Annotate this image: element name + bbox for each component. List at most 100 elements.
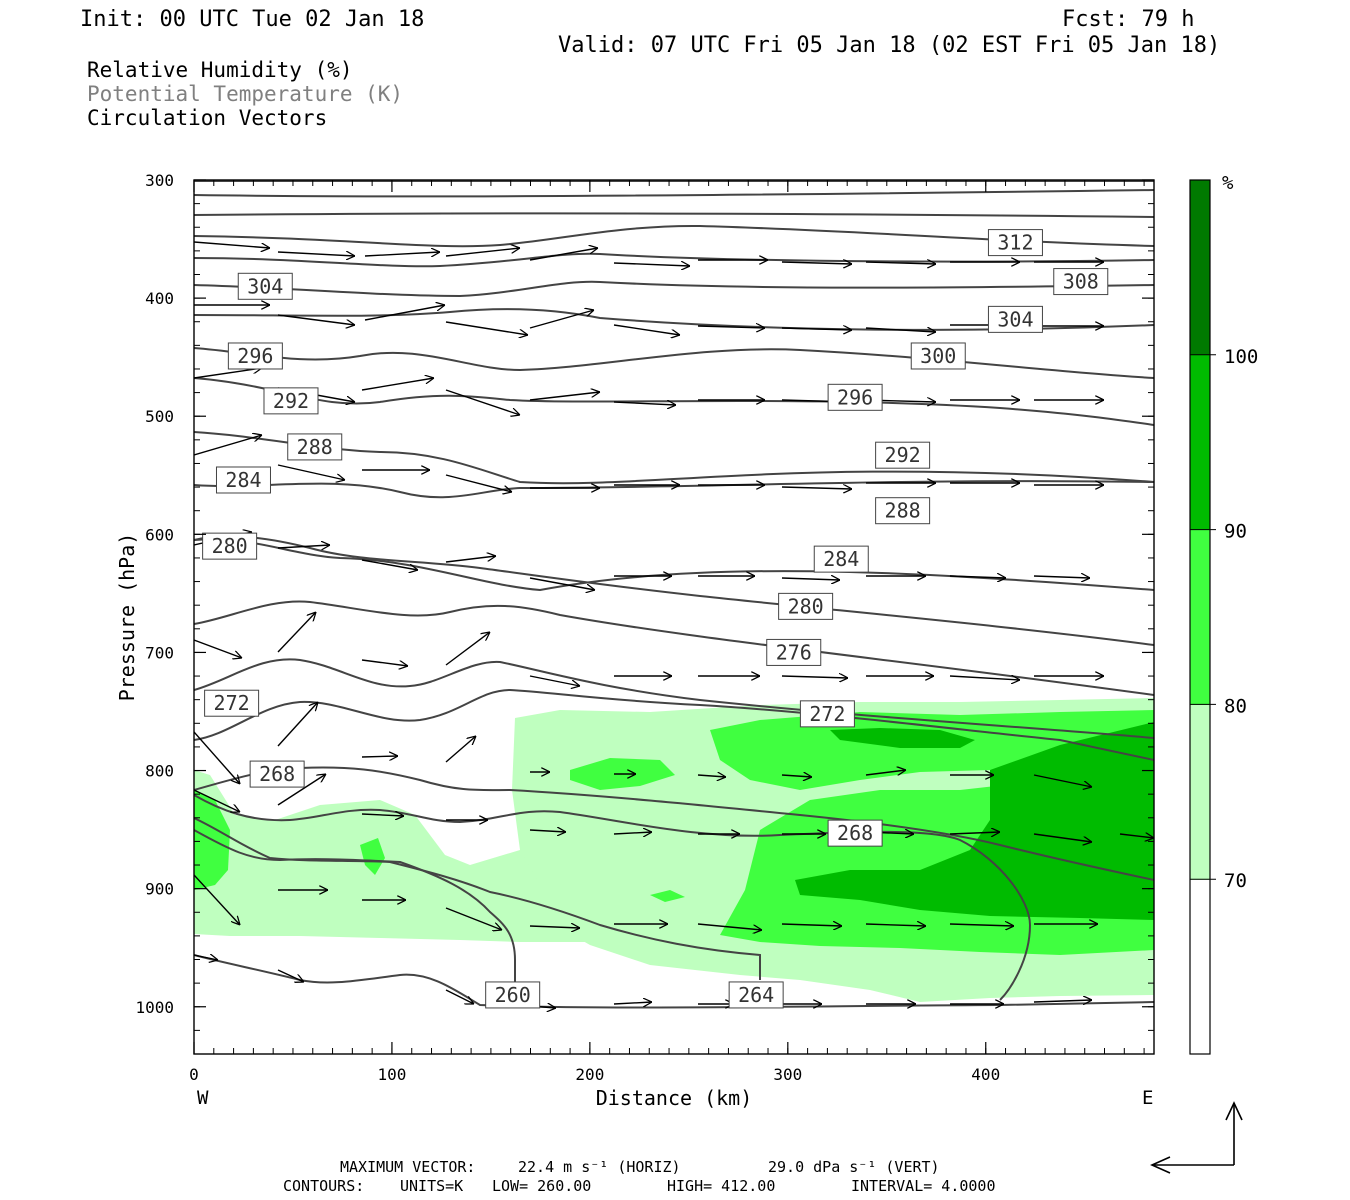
isentrope-line: [194, 658, 1154, 739]
vector-arrow: [865, 924, 926, 926]
vector-arrow: [697, 775, 726, 777]
contour-label-box: [799, 700, 855, 728]
vector-arrow: [529, 248, 598, 261]
vector-arrow: [949, 676, 1020, 680]
contour-label-box: [827, 383, 883, 411]
vector-arrow: [781, 578, 840, 580]
isentrope-line: [194, 829, 516, 985]
vector-arrow: [697, 326, 765, 328]
contours-interval: INTERVAL= 4.0000: [851, 1177, 996, 1195]
contour-label-box: [778, 592, 834, 620]
colorbar-tick-label: 80: [1224, 695, 1247, 717]
rh-80-blob-2: [360, 838, 385, 875]
isentrope-line: [194, 600, 1154, 696]
vector-arrow: [613, 263, 690, 266]
vector-arrow: [445, 248, 520, 257]
init-time: Init: 00 UTC Tue 02 Jan 18: [80, 7, 424, 32]
contour-label: 284: [823, 547, 859, 571]
contour-label-box: [827, 819, 883, 847]
x-tick-label: 200: [575, 1065, 604, 1084]
contour-label-box: [987, 305, 1043, 333]
reference-vector-icon: [1150, 1101, 1243, 1174]
contour-label: 268: [837, 821, 873, 845]
contour-label: 272: [214, 691, 250, 715]
vector-arrow: [445, 556, 496, 563]
y-tick-label: 1000: [135, 998, 174, 1017]
rh-shading: [194, 698, 1154, 1002]
vector-arrow: [1033, 774, 1092, 787]
legend-theta: Potential Temperature (K): [87, 82, 403, 106]
isentrope-line: [194, 224, 1154, 248]
vector-arrow: [949, 832, 1000, 834]
vector-arrow: [613, 324, 680, 335]
vector-arrow: [361, 814, 404, 816]
contour-label: 304: [997, 307, 1033, 331]
contours-low: LOW= 260.00: [492, 1177, 591, 1195]
vector-arrow: [529, 310, 594, 329]
colorbar-ticks: 70 80 90 100: [1190, 346, 1258, 892]
plot-frame: [193, 179, 1155, 1055]
isentrope-line: [194, 766, 1154, 881]
contour-label-box: [987, 229, 1043, 257]
x-axis-ticks: 0 100 200 300 400: [189, 180, 1000, 1084]
contour-label-box: [910, 342, 966, 370]
contour-label-box: [766, 638, 822, 666]
vector-arrow: [445, 321, 528, 335]
vector-arrow: [781, 676, 848, 678]
contour-label: 280: [788, 594, 824, 618]
isentrope-line: [194, 280, 1154, 298]
colorbar-band-90: [1190, 355, 1210, 530]
contour-label: 288: [885, 499, 921, 523]
contour-label: 268: [259, 762, 295, 786]
vector-arrow: [613, 1002, 652, 1004]
vector-arrow: [361, 378, 434, 391]
vector-arrow: [194, 639, 242, 658]
contour-label: 300: [920, 344, 956, 368]
circulation-vectors: [194, 241, 1154, 1008]
x-axis-west-label: W: [197, 1087, 209, 1109]
contour-label: 288: [297, 435, 333, 459]
vector-arrow: [865, 328, 936, 332]
y-tick-label: 700: [145, 643, 174, 662]
vector-arrow: [364, 252, 440, 256]
isentrope-line: [194, 794, 1032, 1001]
x-tick-label: 400: [971, 1065, 1000, 1084]
isentrope-line: [194, 817, 761, 980]
colorbar-unit: %: [1222, 172, 1234, 194]
vector-arrow: [529, 830, 566, 832]
legend-rh: Relative Humidity (%): [87, 58, 353, 82]
contour-label-box: [237, 272, 293, 300]
isentrope-line: [194, 688, 1154, 761]
isentrope-line: [194, 252, 1154, 268]
x-tick-label: 300: [773, 1065, 802, 1084]
colorbar-band-100: [1190, 180, 1210, 355]
contours-high: HIGH= 412.00: [667, 1177, 775, 1195]
vector-arrow: [445, 736, 476, 763]
colorbar-tick-label: 70: [1224, 870, 1247, 892]
y-tick-label: 300: [145, 171, 174, 190]
contour-label-box: [728, 981, 784, 1009]
vector-arrow: [277, 545, 330, 548]
vector-arrow: [1033, 833, 1092, 842]
legend-vectors: Circulation Vectors: [87, 106, 327, 130]
y-tick-label: 900: [145, 880, 174, 899]
vector-arrow: [445, 474, 512, 492]
vector-arrow: [613, 832, 652, 834]
vector-arrow: [277, 314, 355, 325]
y-axis-ticks: 300 400 500 600 700 800 900 1000: [135, 171, 1154, 1017]
vector-arrow: [194, 435, 262, 456]
contour-label: 260: [495, 983, 531, 1007]
vector-arrow: [194, 955, 218, 960]
contour-label: 292: [273, 389, 309, 413]
y-axis-title: Pressure (hPa): [115, 533, 139, 702]
contour-label-box: [1053, 268, 1109, 296]
vector-arrow: [277, 464, 345, 480]
contour-label: 280: [212, 534, 248, 558]
vector-arrow: [194, 731, 240, 784]
vector-arrow: [445, 632, 490, 666]
valid-time: Valid: 07 UTC Fri 05 Jan 18 (02 EST Fri …: [558, 33, 1220, 58]
vector-arrow: [781, 262, 852, 264]
vector-arrow: [1033, 576, 1090, 578]
contour-label-box: [202, 532, 258, 560]
